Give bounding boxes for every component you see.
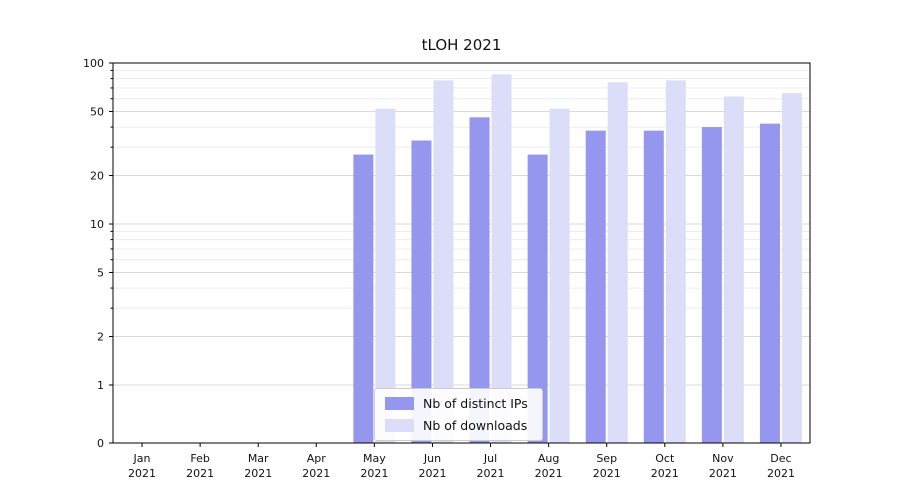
x-tick-label-month: Dec [770, 452, 791, 465]
legend: Nb of distinct IPs Nb of downloads [374, 388, 543, 441]
bar-distinct-ips [411, 140, 432, 443]
y-tick-label: 100 [83, 57, 104, 70]
bar-downloads [781, 93, 802, 444]
y-tick-label: 1 [97, 379, 104, 392]
plot-frame [112, 62, 811, 444]
x-tick-label-year: 2021 [477, 467, 505, 480]
x-tick-label-month: Mar [248, 452, 269, 465]
x-tick-label-year: 2021 [186, 467, 214, 480]
x-tick-label-month: May [363, 452, 386, 465]
bar-distinct-ips [353, 154, 374, 444]
bar-downloads [665, 80, 686, 443]
bar-distinct-ips [759, 123, 780, 444]
bar-distinct-ips [701, 127, 722, 443]
y-tick-label: 10 [90, 218, 104, 231]
legend-label-distinct-ips: Nb of distinct IPs [423, 396, 528, 411]
legend-swatch-downloads [385, 419, 414, 432]
x-tick-label-month: Jan [133, 452, 151, 465]
x-tick-label-month: Sep [596, 452, 617, 465]
legend-item-downloads: Nb of downloads [385, 418, 528, 433]
legend-swatch-distinct-ips [385, 397, 414, 410]
legend-item-distinct-ips: Nb of distinct IPs [385, 396, 528, 411]
bar-downloads [549, 108, 570, 444]
bar-downloads [433, 80, 454, 443]
bar-distinct-ips [469, 117, 490, 443]
y-tick-label: 2 [97, 331, 104, 344]
x-tick-label-month: Jul [483, 452, 497, 465]
x-tick-label-year: 2021 [651, 467, 679, 480]
legend-label-downloads: Nb of downloads [423, 418, 528, 433]
x-tick-label-year: 2021 [360, 467, 388, 480]
x-tick-label-year: 2021 [302, 467, 330, 480]
bar-downloads [491, 74, 512, 443]
bar-downloads [607, 82, 628, 443]
x-tick-label-year: 2021 [418, 467, 446, 480]
bar-downloads [375, 108, 396, 444]
x-tick-label-year: 2021 [709, 467, 737, 480]
y-tick-label: 50 [90, 105, 104, 118]
x-tick-label-year: 2021 [767, 467, 795, 480]
x-tick-label-month: Jun [423, 452, 441, 465]
x-tick-label-month: Oct [655, 452, 675, 465]
x-tick-label-month: Aug [538, 452, 559, 465]
bar-distinct-ips [585, 130, 606, 443]
x-tick-label-month: Feb [190, 452, 209, 465]
x-tick-label-year: 2021 [128, 467, 156, 480]
bar-distinct-ips [527, 154, 548, 444]
y-tick-label: 0 [97, 437, 104, 450]
x-tick-label-month: Nov [712, 452, 734, 465]
y-tick-label: 20 [90, 170, 104, 183]
x-tick-label-year: 2021 [244, 467, 272, 480]
x-tick-label-year: 2021 [535, 467, 563, 480]
bar-distinct-ips [643, 130, 664, 443]
y-tick-label: 5 [97, 266, 104, 279]
chart-title: tLOH 2021 [421, 36, 502, 54]
x-tick-label-year: 2021 [593, 467, 621, 480]
bar-downloads [723, 96, 744, 444]
x-tick-label-month: Apr [307, 452, 327, 465]
